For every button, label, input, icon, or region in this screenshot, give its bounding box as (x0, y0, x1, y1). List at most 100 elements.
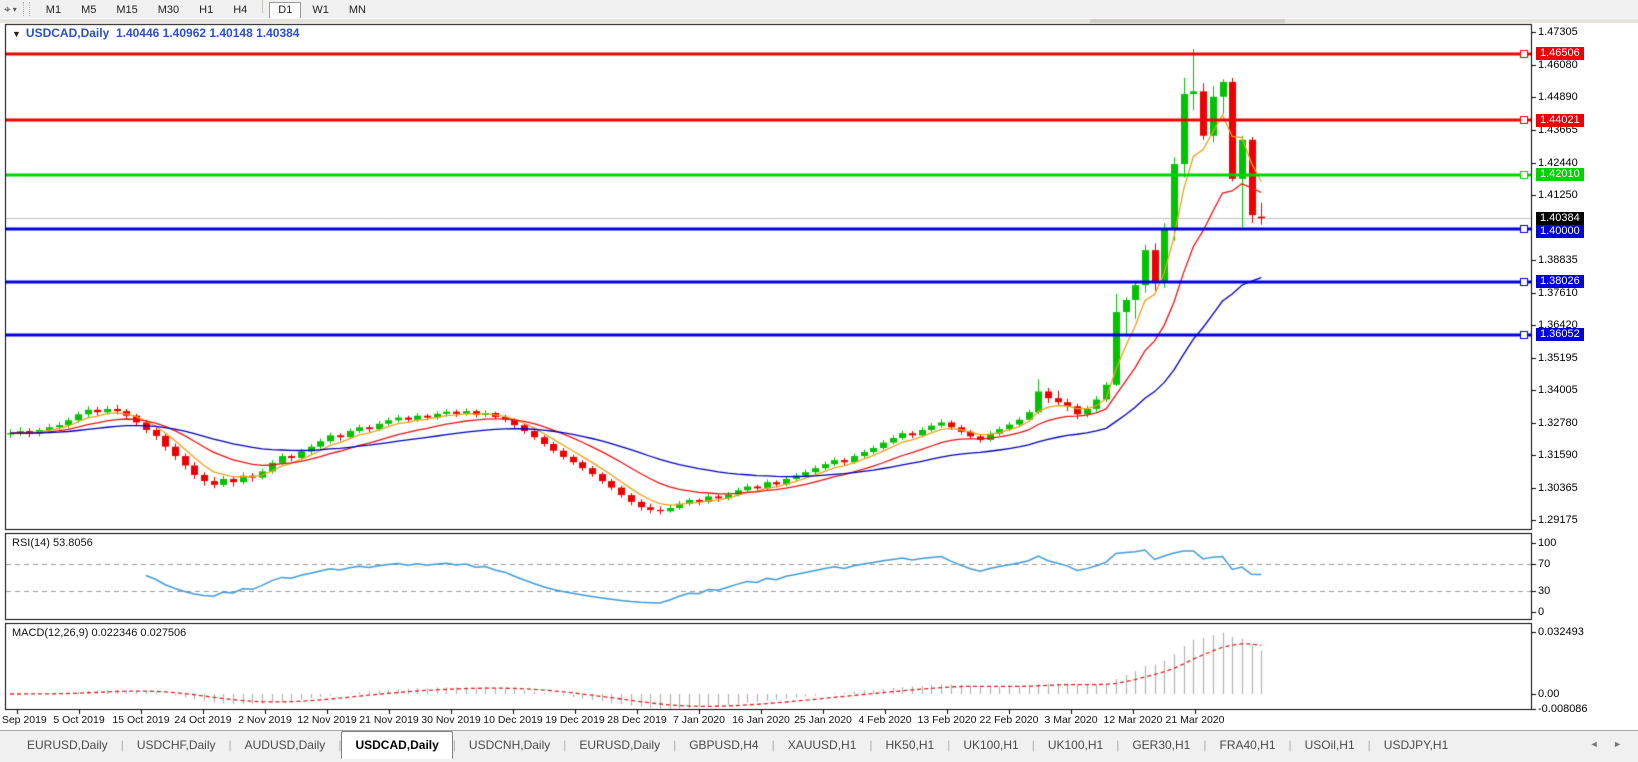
price-axis-tick: 1.42440 (1538, 156, 1578, 169)
chart-canvas[interactable] (0, 18, 1638, 730)
price-axis-tick: 1.47305 (1538, 26, 1578, 38)
timeframe-button-h4[interactable]: H4 (233, 3, 248, 16)
current-price-tag: 1.40384 (1536, 211, 1584, 225)
date-axis-label: 12 Mar 2020 (1103, 714, 1163, 726)
chart-title: ▼ USDCAD,Daily 1.40446 1.40962 1.40148 1.… (12, 26, 299, 40)
tab-eurusd-daily[interactable]: EURUSD,Daily (579, 738, 661, 752)
tab-fra40-h1[interactable]: FRA40,H1 (1219, 738, 1276, 752)
timeframe-button-w1[interactable]: W1 (312, 3, 329, 16)
timeframe-button-group: M1 M5 M15 M30 H1 H4 D1 W1 MN (36, 0, 376, 19)
rsi-indicator-label: RSI(14) 53.8056 (12, 537, 93, 549)
indicator-axis-tick: 0.00 (1538, 688, 1560, 700)
date-axis-label: 2 Nov 2019 (238, 714, 292, 726)
tab-gbpusd-h4[interactable]: GBPUSD,H4 (689, 738, 759, 752)
date-axis-label: 21 Nov 2019 (359, 714, 419, 726)
tab-separator: | (1367, 738, 1371, 752)
tab-uk100-h1[interactable]: UK100,H1 (963, 738, 1019, 752)
price-axis-tick: 1.29175 (1538, 514, 1578, 526)
hline-price-tag: 1.40000 (1536, 224, 1584, 238)
indicator-axis-tick: -0.008086 (1538, 703, 1588, 716)
indicator-axis-tick: 30 (1538, 585, 1551, 598)
indicator-axis-tick: 0 (1538, 606, 1545, 618)
timeframe-button-m1[interactable]: M1 (45, 3, 62, 16)
toolbar-grip (22, 2, 30, 16)
price-axis-tick: 1.35195 (1538, 351, 1578, 364)
date-axis-label: 26 Sep 2019 (0, 714, 47, 726)
date-axis-label: 3 Mar 2020 (1044, 714, 1098, 726)
hline-price-tag: 1.36052 (1536, 328, 1584, 342)
timeframe-button-d1[interactable]: D1 (269, 1, 302, 19)
tab-separator: | (771, 738, 775, 752)
price-axis-tick: 1.44890 (1538, 91, 1578, 103)
date-axis-label: 13 Feb 2020 (917, 714, 977, 726)
tab-separator: | (228, 738, 232, 752)
tab-separator: | (120, 738, 124, 752)
tab-separator: | (947, 738, 951, 752)
tab-usdjpy-h1[interactable]: USDJPY,H1 (1383, 738, 1449, 752)
tab-audusd-daily[interactable]: AUDUSD,Daily (244, 738, 326, 752)
tab-hk50-h1[interactable]: HK50,H1 (885, 738, 935, 752)
timeframe-button-m5[interactable]: M5 (81, 3, 97, 16)
date-axis-label: 21 Mar 2020 (1165, 714, 1225, 726)
tab-separator: | (563, 738, 567, 752)
date-axis-label: 10 Dec 2019 (483, 714, 543, 726)
timeframe-button-h1[interactable]: H1 (199, 3, 214, 16)
price-axis-tick: 1.37610 (1538, 286, 1578, 299)
tab-separator: | (1116, 738, 1120, 752)
date-axis-label: 4 Feb 2020 (858, 714, 912, 726)
indicator-axis-tick: 0.032493 (1538, 626, 1584, 639)
price-axis-tick: 1.38835 (1538, 253, 1578, 266)
timeframe-button-m15[interactable]: M15 (116, 3, 138, 16)
tab-eurusd-daily[interactable]: EURUSD,Daily (27, 738, 108, 752)
price-axis-tick: 1.36420 (1538, 318, 1578, 331)
top-toolbar: ⌖ ▾ M1 M5 M15 M30 H1 H4 D1 W1 MN (0, 0, 1638, 19)
tab-usdcnh-daily[interactable]: USDCNH,Daily (468, 738, 551, 752)
timeframe-button-m30[interactable]: M30 (157, 3, 180, 16)
date-axis-label: 24 Oct 2019 (174, 714, 232, 726)
tab-separator: | (869, 738, 873, 752)
price-axis-tick: 1.34005 (1538, 383, 1578, 396)
chart-tab-bar: EURUSD,Daily | USDCHF,Daily | AUDUSD,Daily | U… (0, 730, 1638, 762)
date-axis-label: 5 Oct 2019 (53, 714, 105, 726)
tab-usdcad-daily[interactable]: USDCAD,Daily (341, 731, 453, 759)
tab-separator: | (1288, 738, 1292, 752)
tab-separator: | (452, 738, 456, 752)
timeframe-button-mn[interactable]: MN (348, 3, 366, 16)
toolbar-separator (262, 0, 264, 13)
tab-uk100-h1[interactable]: UK100,H1 (1047, 738, 1104, 752)
chart-ohlc-values: 1.40446 1.40962 1.40148 1.40384 (115, 26, 300, 40)
price-axis-tick: 1.32780 (1538, 416, 1578, 429)
indicator-axis-tick: 70 (1538, 557, 1551, 570)
chart-symbol-label: USDCAD,Daily (25, 26, 110, 40)
date-axis-label: 28 Dec 2019 (607, 714, 667, 726)
tab-xauusd-h1[interactable]: XAUUSD,H1 (787, 738, 857, 752)
tab-usdchf-daily[interactable]: USDCHF,Daily (136, 738, 216, 752)
tab-separator: | (1203, 738, 1207, 752)
collapse-triangle-icon[interactable]: ▼ (12, 29, 21, 39)
date-axis-label: 12 Nov 2019 (297, 714, 357, 726)
date-axis-label: 16 Jan 2020 (732, 714, 790, 726)
tab-usoil-h1[interactable]: USOil,H1 (1304, 738, 1355, 752)
price-axis-tick: 1.46080 (1538, 58, 1578, 71)
tab-ger30-h1[interactable]: GER30,H1 (1132, 738, 1191, 752)
chart-tabs: EURUSD,Daily | USDCHF,Daily | AUDUSD,Daily | U… (14, 731, 1461, 759)
tab-separator: | (1031, 738, 1035, 752)
price-axis-tick: 1.30365 (1538, 481, 1578, 494)
hline-price-tag: 1.42010 (1536, 168, 1584, 182)
hline-price-tag: 1.38026 (1536, 275, 1584, 289)
tab-scroll-arrows[interactable]: ◄ ► (1589, 739, 1628, 749)
date-axis-label: 25 Jan 2020 (794, 714, 852, 726)
date-axis-label: 19 Dec 2019 (545, 714, 605, 726)
hline-price-tag: 1.44021 (1536, 113, 1584, 127)
price-axis-tick: 1.41250 (1538, 188, 1578, 201)
indicator-axis-tick: 100 (1538, 537, 1557, 549)
tab-separator: | (338, 738, 342, 752)
hline-price-tag: 1.46506 (1536, 47, 1584, 60)
cursor-tool-icon[interactable]: ⌖ (4, 2, 11, 16)
tool-dropdown-arrow-icon[interactable]: ▾ (12, 4, 17, 14)
price-axis-tick: 1.31590 (1538, 448, 1578, 461)
price-axis-tick: 1.43665 (1538, 123, 1578, 136)
macd-indicator-label: MACD(12,26,9) 0.022346 0.027506 (12, 627, 187, 639)
date-axis-label: 15 Oct 2019 (112, 714, 170, 726)
